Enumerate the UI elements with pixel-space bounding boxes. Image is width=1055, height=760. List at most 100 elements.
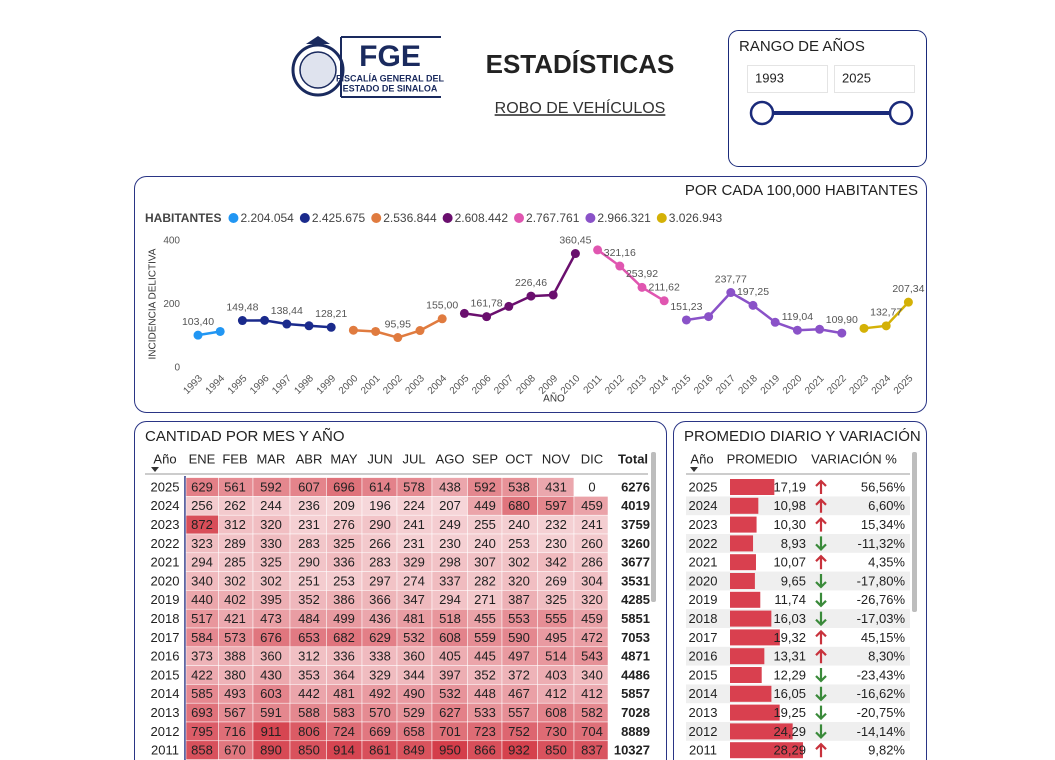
data-label: 128,21 (315, 308, 347, 320)
cell-value: 380 (224, 667, 246, 682)
cell-value: 597 (545, 498, 567, 513)
cell-value: 676 (260, 630, 282, 645)
slicer-start: 1993 (755, 70, 784, 85)
cell-value: 499 (333, 611, 355, 626)
cell-value: 495 (545, 630, 567, 645)
cell-value: 274 (403, 573, 425, 588)
average-bar (730, 685, 772, 702)
data-label: 321,16 (604, 247, 636, 259)
data-point (237, 316, 247, 326)
table-title: CANTIDAD POR MES Y AÑO (145, 428, 345, 445)
data-point (859, 323, 869, 333)
cell-value: 325 (333, 536, 355, 551)
cell-value: 329 (403, 555, 425, 570)
scrollbar[interactable] (651, 452, 656, 602)
cell-value: 304 (581, 573, 603, 588)
row-year: 2025 (151, 479, 180, 494)
logo-line: FISCALÍA GENERAL DEL (336, 73, 445, 83)
arrow-down (815, 668, 827, 683)
arrow-down (815, 574, 827, 589)
data-label: 151,23 (670, 301, 702, 313)
cell-value: 669 (369, 724, 391, 739)
row-year: 2023 (151, 517, 180, 532)
cell-value: 364 (333, 667, 355, 682)
cell-value: 207 (439, 498, 461, 513)
cell-value: 607 (298, 479, 320, 494)
cell-value: 0 (588, 479, 595, 494)
cell-value: 360 (403, 649, 425, 664)
average-bar (730, 573, 755, 589)
page-title: ESTADÍSTICAS (486, 49, 675, 79)
average-value: 24,29 (773, 724, 806, 739)
cell-value: 914 (333, 743, 355, 758)
column-header: MAY (330, 451, 358, 466)
sort-indicator[interactable] (690, 467, 698, 472)
cell-value: 484 (298, 611, 320, 626)
cell-value: 543 (581, 649, 603, 664)
legend-swatch (514, 213, 525, 223)
cell-value: 438 (439, 479, 461, 494)
cell-value: 693 (191, 705, 213, 720)
data-point (659, 296, 669, 306)
cell-value: 517 (191, 611, 213, 626)
cell-value: 533 (474, 705, 496, 720)
legend-label: 2.608.442 (455, 211, 509, 225)
cell-value: 861 (369, 743, 391, 758)
cell-value: 629 (369, 630, 391, 645)
cell-value: 481 (403, 611, 425, 626)
cell-value: 518 (439, 611, 461, 626)
variation-value: 56,56% (861, 479, 906, 494)
data-point (348, 325, 358, 335)
slicer-input[interactable] (834, 65, 915, 93)
slider-handle[interactable] (749, 100, 775, 126)
cell-value: 397 (439, 667, 461, 682)
cell-value: 570 (369, 705, 391, 720)
data-label: 132,77 (870, 307, 902, 319)
arrow-down (815, 611, 827, 627)
arrow-up (815, 479, 827, 494)
data-label: 155,00 (426, 300, 458, 312)
cell-value: 716 (224, 724, 246, 739)
cell-value: 320 (581, 592, 603, 607)
cell-value: 360 (260, 649, 282, 664)
cell-value: 196 (369, 498, 391, 513)
cell-value: 431 (545, 479, 567, 494)
legend-title: HABITANTES (145, 211, 221, 225)
cell-value: 532 (403, 630, 425, 645)
cell-value: 271 (474, 592, 496, 607)
data-point (903, 297, 913, 307)
variation-value: 8,30% (868, 649, 905, 664)
arrow-up (815, 554, 827, 570)
cell-value: 323 (191, 536, 213, 551)
cell-value: 282 (474, 573, 496, 588)
data-label: 138,44 (271, 305, 303, 317)
data-point (704, 312, 714, 322)
slicer-title: RANGO DE AÑOS (739, 38, 865, 55)
row-year: 2016 (151, 649, 180, 664)
data-point (482, 312, 492, 322)
cell-value: 614 (369, 479, 391, 494)
cell-value: 890 (260, 743, 282, 758)
sort-indicator[interactable] (151, 467, 159, 472)
cell-value: 459 (581, 498, 603, 513)
scrollbar[interactable] (912, 452, 917, 612)
cell-value: 588 (298, 705, 320, 720)
data-point (570, 249, 580, 259)
row-year: 2016 (689, 649, 718, 664)
slicer-input[interactable] (747, 65, 828, 93)
cell-value: 285 (224, 555, 246, 570)
cell-value: 336 (333, 555, 355, 570)
cell-value: 347 (403, 592, 425, 607)
row-year: 2014 (689, 686, 718, 701)
page-link[interactable]: ROBO DE VEHÍCULOS (495, 98, 666, 117)
cell-value: 241 (403, 517, 425, 532)
data-point (260, 315, 270, 325)
slider-handle[interactable] (888, 100, 914, 126)
column-header: VARIACIÓN % (811, 451, 897, 466)
average-value: 16,05 (773, 686, 806, 701)
cell-value: 256 (191, 498, 213, 513)
y-axis-label: INCIDENCIA DELICTIVA (148, 248, 159, 359)
chart-title: POR CADA 100,000 HABITANTES (685, 182, 918, 199)
cell-value: 320 (260, 517, 282, 532)
